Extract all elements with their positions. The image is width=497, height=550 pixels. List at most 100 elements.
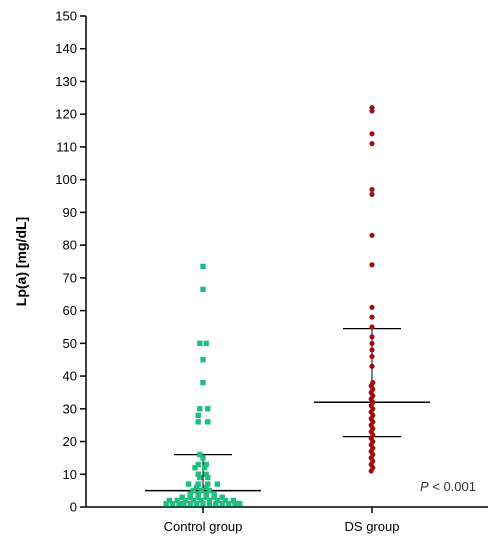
control-data-point — [203, 471, 209, 477]
ds-data-point — [369, 340, 375, 346]
control-data-point — [190, 487, 197, 494]
summary-bars — [145, 328, 430, 492]
control-data-point — [195, 494, 201, 500]
control-data-point — [179, 494, 185, 500]
y-ticks: 0 10 20 30 40 50 60 70 80 90 100 110 120 130 140 150 — [55, 9, 86, 515]
control-data-point — [197, 474, 203, 481]
ds-data-point — [369, 347, 375, 353]
x-ticks: Control group DS group — [164, 507, 400, 534]
control-data-point — [219, 501, 225, 507]
y-tick-label: 40 — [63, 369, 77, 384]
x-tick-label: DS group — [345, 519, 400, 534]
control-data-point — [201, 465, 208, 471]
control-data-point — [206, 497, 213, 504]
control-data-point — [185, 481, 192, 487]
control-data-point — [197, 340, 203, 347]
control-data-point — [203, 491, 209, 497]
control-data-point — [197, 406, 203, 412]
control-data-point — [200, 357, 206, 363]
ds-data-point — [369, 186, 375, 193]
ds-data-point — [369, 131, 375, 137]
control-data-point — [200, 263, 206, 270]
control-data-point — [211, 494, 217, 500]
control-data-point — [195, 491, 201, 497]
control-data-point — [174, 497, 181, 504]
control-data-point — [163, 501, 169, 507]
y-tick-label: 30 — [63, 401, 77, 416]
control-data-point — [232, 501, 238, 507]
ds-data-point — [369, 108, 375, 114]
x-tick-label: Control group — [164, 519, 243, 534]
control-data-point — [182, 497, 189, 504]
ds-data-point — [369, 304, 375, 310]
ds-data-point — [368, 468, 374, 474]
control-data-point — [205, 406, 211, 412]
control-data-point — [193, 501, 200, 507]
y-tick-label: 60 — [63, 303, 77, 318]
y-axis-title: Lp(a) [mg/dL] — [13, 217, 29, 306]
control-data-point — [237, 501, 243, 507]
control-data-point — [198, 497, 205, 504]
ds-data-point — [369, 232, 375, 238]
control-data-point — [206, 501, 213, 507]
control-data-point — [205, 481, 211, 487]
control-data-point — [187, 501, 193, 507]
ds-data-point — [369, 262, 375, 268]
control-data-point — [166, 497, 173, 504]
y-tick-label: 140 — [55, 41, 77, 56]
y-tick-label: 80 — [63, 238, 77, 253]
y-tick-label: 150 — [55, 9, 77, 24]
control-data-point — [200, 501, 206, 507]
control-data-point — [213, 501, 219, 507]
y-tick-label: 20 — [63, 434, 77, 449]
control-data-point — [203, 494, 209, 500]
y-tick-label: 90 — [63, 205, 77, 220]
y-tick-label: 0 — [70, 500, 77, 515]
control-data-point — [192, 465, 198, 471]
y-tick-label: 10 — [63, 467, 77, 482]
control-data-point — [198, 487, 205, 494]
p-value-annotation: P < 0.001 — [420, 479, 476, 494]
y-tick-label: 100 — [55, 172, 77, 187]
ds-data-point — [369, 334, 375, 340]
ds-data-point — [369, 363, 375, 369]
x-axis: Control group DS group — [86, 506, 488, 534]
control-data-point — [225, 501, 232, 507]
y-tick-label: 110 — [56, 139, 77, 154]
control-data-point — [176, 501, 182, 507]
control-data-point — [187, 494, 193, 500]
data-points — [163, 105, 376, 507]
control-data-point — [219, 494, 225, 500]
control-data-point — [205, 419, 211, 425]
control-data-point — [203, 340, 209, 347]
y-tick-label: 120 — [55, 107, 77, 122]
y-axis: 0 10 20 30 40 50 60 70 80 90 100 110 120 130 140 150 — [55, 9, 87, 515]
control-data-point — [195, 412, 201, 419]
control-data-point — [230, 497, 237, 504]
control-data-point — [190, 497, 197, 504]
control-data-point — [200, 286, 206, 293]
control-data-point — [211, 491, 217, 497]
p-value-text: < 0.001 — [429, 479, 476, 494]
control-data-point — [200, 455, 206, 461]
control-data-point — [195, 471, 201, 477]
ds-data-point — [369, 324, 375, 330]
control-data-point — [195, 481, 201, 487]
ds-data-point — [369, 353, 375, 360]
control-data-point — [197, 451, 203, 458]
control-data-point — [195, 461, 201, 468]
y-tick-label: 130 — [55, 74, 77, 89]
control-data-point — [195, 419, 201, 425]
ds-data-point — [369, 191, 375, 197]
control-data-point — [187, 491, 193, 497]
control-data-point — [222, 497, 229, 504]
p-symbol: P — [420, 479, 429, 494]
control-data-point — [193, 484, 200, 491]
ds-data-point — [369, 314, 375, 320]
y-tick-label: 70 — [63, 270, 77, 285]
control-data-point — [206, 487, 213, 494]
control-data-point — [214, 481, 221, 487]
control-data-point — [200, 379, 206, 386]
ds-data-point — [369, 141, 375, 147]
